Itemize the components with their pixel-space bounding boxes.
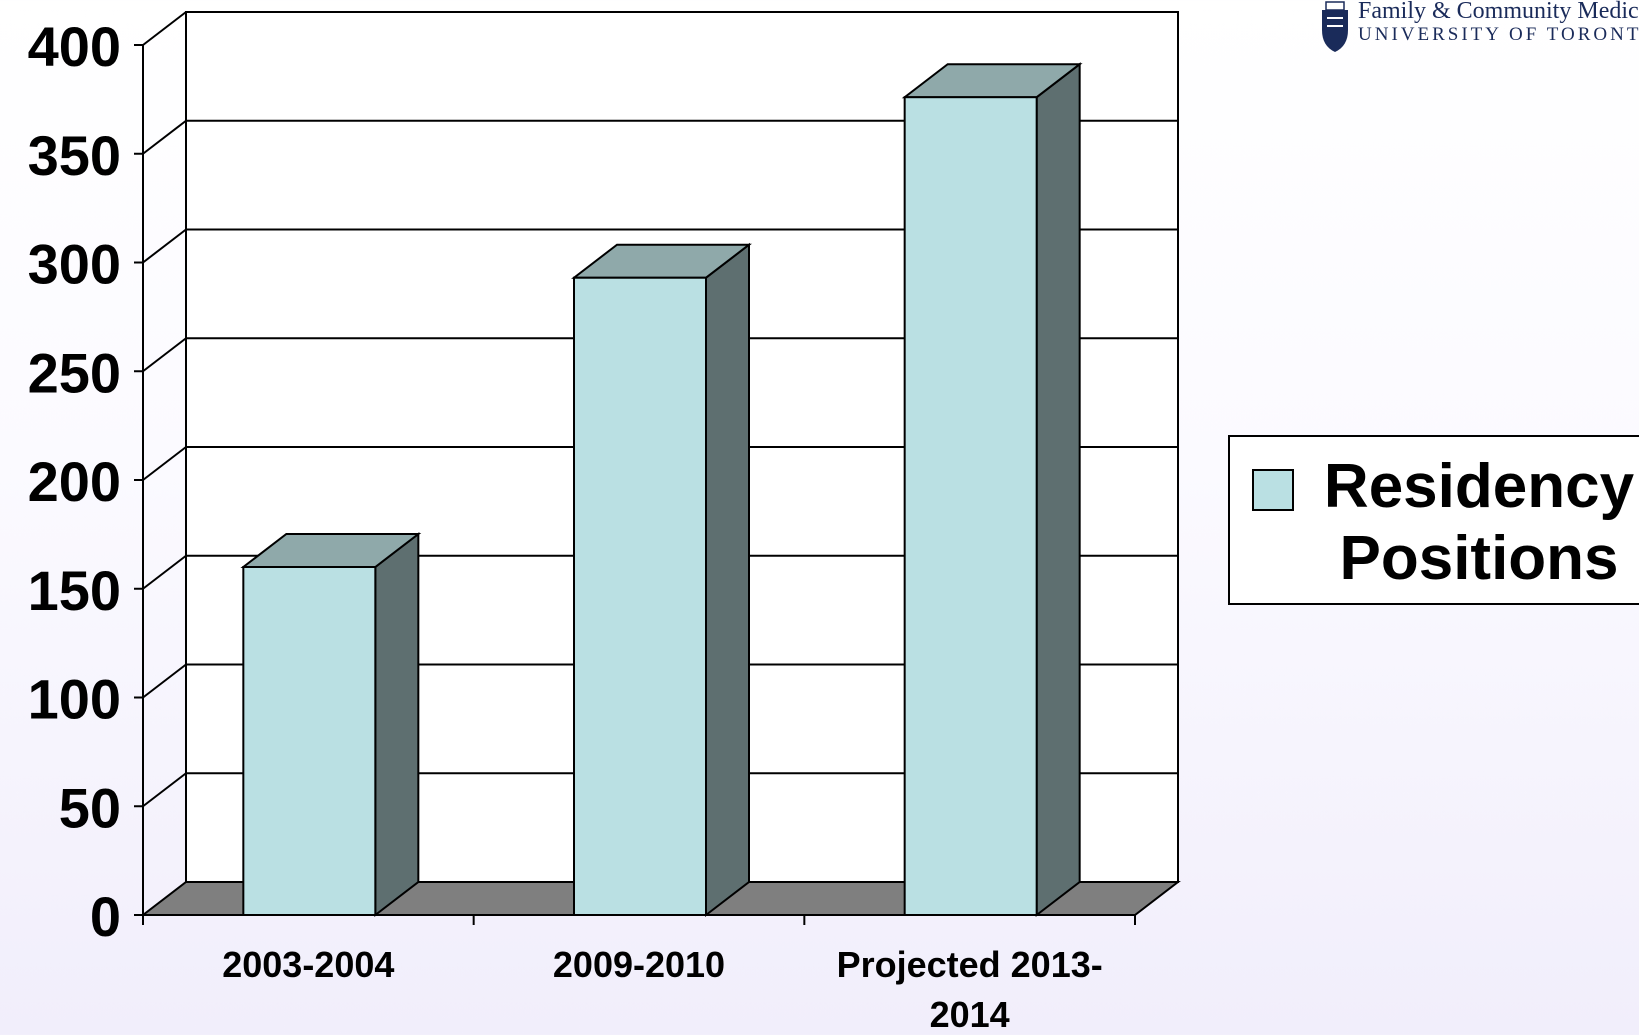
bar [242, 566, 377, 916]
legend-label: Residency Positions [1323, 452, 1635, 593]
bar-side [705, 242, 750, 918]
legend: Residency Positions [1228, 435, 1639, 605]
bar [903, 96, 1038, 916]
university-logo: Family & Community Medicine UNIVERSITY O… [1318, 0, 1639, 56]
bar [573, 276, 707, 917]
side-wall-gridline [142, 11, 187, 46]
crest-icon [1322, 1, 1348, 52]
y-tick-label: 400 [28, 15, 121, 78]
x-tick-label: 2009-2010 [553, 944, 725, 985]
y-tick-label: 0 [90, 885, 121, 948]
y-tick-label: 50 [59, 776, 121, 839]
side-wall-gridline [142, 119, 187, 155]
side-wall-gridline [142, 228, 187, 264]
logo-university: UNIVERSITY OF TORONTO [1358, 24, 1639, 45]
y-tick-label: 250 [28, 341, 121, 404]
y-tick-label: 100 [28, 668, 121, 731]
legend-swatch [1252, 469, 1294, 511]
side-wall-gridline [142, 337, 187, 373]
y-tick-label: 200 [28, 450, 121, 513]
x-tick-label: 2003-2004 [222, 944, 394, 985]
side-wall-gridline [142, 554, 187, 590]
side-wall-gridline [142, 446, 187, 481]
bar-side [1035, 62, 1081, 918]
bar-side [374, 531, 420, 918]
y-tick-label: 150 [28, 559, 121, 622]
side-wall-gridline [142, 663, 187, 699]
y-tick-label: 350 [28, 124, 121, 187]
x-tick-label: Projected 2013-2014 [837, 944, 1103, 1035]
y-tick-label: 300 [28, 233, 121, 296]
logo-department: Family & Community Medicine [1358, 0, 1639, 24]
side-wall-gridline [142, 772, 187, 808]
